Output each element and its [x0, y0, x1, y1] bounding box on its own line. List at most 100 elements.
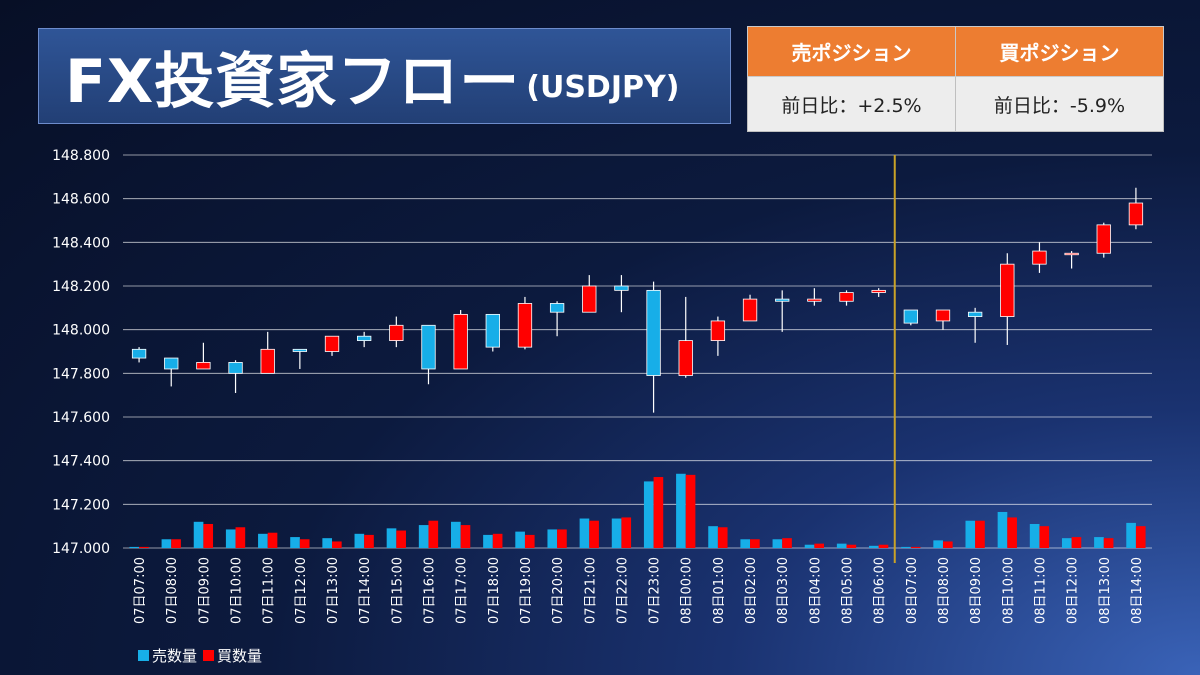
y-tick-label: 148.000 [52, 323, 110, 339]
legend-swatch-sell [138, 650, 149, 661]
sell-volume-bar [836, 543, 847, 548]
y-tick-label: 148.200 [52, 279, 110, 295]
buy-volume-bar [878, 544, 889, 548]
sell-volume-bar [450, 521, 461, 548]
sell-position-change: 前日比：+2.5% [747, 76, 956, 132]
x-tick-label: 07日13:00 [326, 557, 341, 624]
sell-volume-bar [1094, 537, 1104, 548]
buy-volume-bar [910, 546, 921, 548]
x-tick-label: 07日09:00 [197, 557, 212, 624]
buy-volume-bar [589, 520, 599, 548]
candle-body [324, 335, 340, 352]
sell-volume-bar [676, 473, 686, 548]
buy-volume-bar [139, 546, 149, 548]
sell-volume-bar [933, 540, 943, 548]
buy-volume-bar [653, 477, 664, 548]
buy-volume-bar [942, 541, 953, 548]
legend-item-sell: 売数量 [138, 645, 197, 666]
candle-body [678, 340, 693, 376]
sell-volume-bar [258, 533, 268, 548]
buy-volume-bar [267, 532, 278, 548]
buy-volume-bar [460, 525, 471, 548]
candle-body [549, 303, 565, 313]
x-tick-label: 08日02:00 [744, 557, 759, 624]
sell-position-header: 売ポジション [747, 26, 956, 77]
buy-volume-bar [1071, 537, 1082, 548]
x-tick-label: 07日15:00 [390, 557, 405, 624]
sell-volume-bar [869, 545, 879, 548]
candle-body [1000, 263, 1015, 317]
buy-volume-bar [492, 533, 503, 548]
candle-body [1032, 250, 1047, 265]
buy-volume-bar [717, 527, 728, 548]
candle-body [357, 335, 372, 341]
sell-volume-bar [547, 529, 558, 548]
buy-volume-bar [975, 520, 985, 548]
candle-body [421, 324, 436, 370]
x-tick-label: 08日14:00 [1130, 557, 1145, 624]
buy-volume-bar [1007, 517, 1017, 548]
x-tick-label: 07日21:00 [583, 557, 598, 624]
x-tick-label: 08日07:00 [905, 557, 920, 624]
y-tick-label: 148.600 [52, 192, 110, 208]
candle-body [260, 348, 275, 374]
y-tick-label: 147.200 [52, 497, 110, 513]
candle-body [614, 285, 629, 291]
candle-body [742, 298, 758, 322]
buy-volume-bar [235, 527, 246, 548]
x-tick-label: 08日11:00 [1033, 557, 1048, 624]
x-tick-label: 07日16:00 [422, 557, 437, 624]
candle-body [1128, 202, 1144, 226]
sell-volume-bar [1029, 523, 1040, 548]
position-value-row: 前日比：+2.5% 前日比：-5.9% [747, 76, 1164, 132]
legend-label-sell: 売数量 [152, 647, 198, 665]
y-tick-label: 148.800 [52, 148, 110, 164]
x-tick-label: 07日17:00 [455, 557, 470, 624]
sell-volume-bar [418, 525, 429, 548]
candle-body [389, 324, 404, 341]
x-tick-label: 07日19:00 [519, 557, 534, 624]
candle-body [871, 289, 886, 293]
sell-volume-bar [193, 521, 204, 548]
position-summary-table: 売ポジション 買ポジション 前日比：+2.5% 前日比：-5.9% [747, 26, 1164, 132]
sell-volume-bar [901, 546, 911, 548]
x-tick-label: 07日20:00 [551, 557, 566, 624]
legend-label-buy: 買数量 [217, 647, 263, 665]
candle-body [903, 309, 918, 324]
x-tick-label: 08日01:00 [712, 557, 727, 624]
buy-volume-bar [1039, 526, 1050, 548]
sell-volume-bar [322, 538, 333, 548]
x-tick-label: 07日07:00 [133, 557, 148, 624]
candle-body [228, 362, 243, 374]
buy-volume-bar [557, 529, 567, 548]
candle-body [646, 289, 661, 376]
candle-body [292, 348, 308, 352]
candle-body [710, 320, 726, 341]
sell-volume-bar [1126, 522, 1136, 548]
x-tick-label: 07日14:00 [358, 557, 373, 624]
sell-volume-bar [740, 539, 751, 548]
sell-volume-bar [611, 518, 622, 548]
buy-volume-bar [685, 474, 696, 548]
candle-body [1096, 224, 1111, 254]
candle-body [935, 309, 951, 322]
buy-volume-bar [171, 539, 181, 548]
candle-body [485, 313, 500, 348]
buy-volume-bar [428, 520, 439, 548]
y-tick-label: 147.400 [52, 454, 110, 470]
buy-volume-bar [332, 541, 342, 548]
x-tick-label: 08日09:00 [969, 557, 984, 624]
buy-position-change: 前日比：-5.9% [955, 76, 1164, 132]
sell-volume-bar [483, 534, 493, 548]
sell-volume-bar [643, 481, 654, 548]
buy-volume-bar [1103, 538, 1114, 548]
buy-volume-bar [846, 544, 857, 548]
sell-volume-bar [804, 544, 815, 548]
x-tick-label: 07日23:00 [648, 557, 663, 624]
x-tick-label: 08日05:00 [841, 557, 856, 624]
buy-volume-bar [621, 517, 632, 548]
legend-swatch-buy [203, 650, 215, 661]
buy-volume-bar [814, 543, 825, 548]
candle-body [967, 311, 983, 317]
y-tick-label: 147.600 [52, 410, 110, 426]
